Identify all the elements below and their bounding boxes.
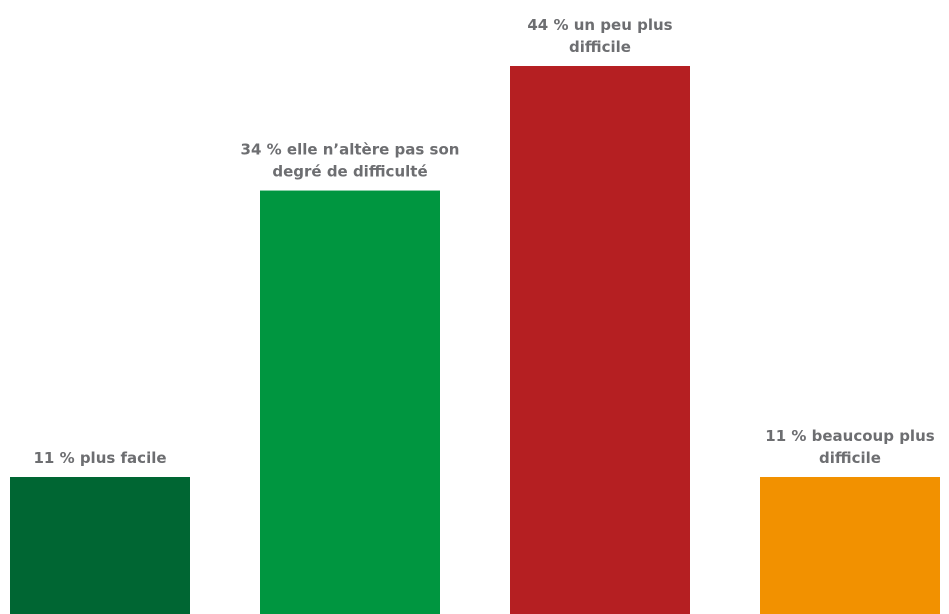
bar-2 (260, 190, 440, 614)
bar-label-4: 11 % beaucoup plus difficile (765, 427, 934, 467)
bar-label-line: degré de difficulté (272, 163, 427, 181)
bar-label-line: difficile (819, 449, 881, 467)
bar-label-line: 11 % plus facile (33, 449, 166, 467)
bars-group (10, 66, 940, 614)
bar-label-1: 11 % plus facile (33, 449, 166, 467)
bar-label-line: 44 % un peu plus (527, 16, 672, 34)
bar-1 (10, 477, 190, 614)
bar-4 (760, 477, 940, 614)
bar-label-3: 44 % un peu plus difficile (527, 16, 672, 56)
bar-labels-group: 11 % plus facile 34 % elle n’altère pas s… (33, 16, 934, 467)
bar-label-line: 34 % elle n’altère pas son (241, 141, 460, 159)
bar-label-2: 34 % elle n’altère pas son degré de diffi… (241, 141, 460, 181)
bar-label-line: difficile (569, 38, 631, 56)
bar-3 (510, 66, 690, 614)
bar-label-line: 11 % beaucoup plus (765, 427, 934, 445)
